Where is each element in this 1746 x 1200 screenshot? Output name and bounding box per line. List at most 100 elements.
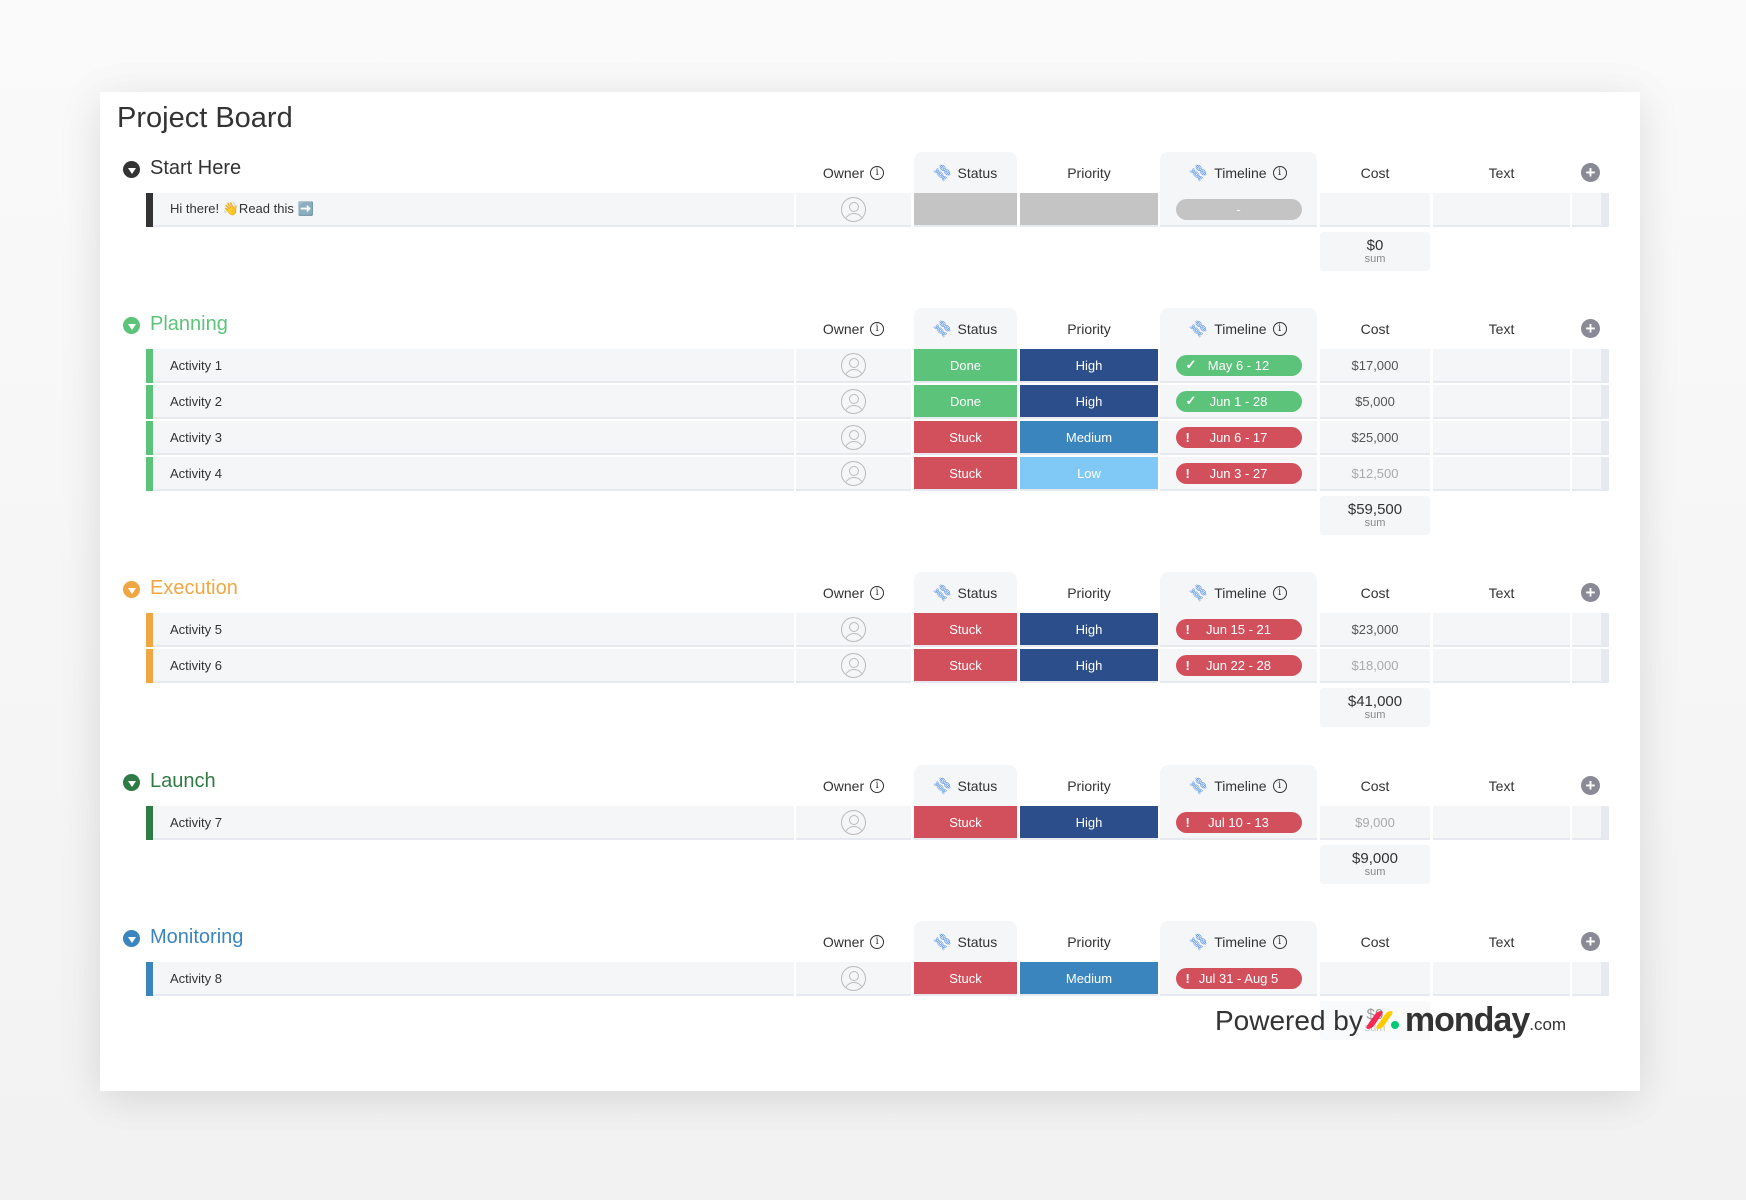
avatar-placeholder-icon[interactable] bbox=[841, 460, 866, 486]
column-header-priority[interactable]: Priority bbox=[1020, 572, 1158, 613]
priority-cell[interactable]: Medium bbox=[1020, 421, 1158, 455]
priority-cell[interactable]: High bbox=[1020, 349, 1158, 383]
column-header-owner[interactable]: Owner i bbox=[796, 921, 911, 962]
avatar-placeholder-icon[interactable] bbox=[841, 424, 866, 450]
item-name-cell[interactable]: Activity 7 bbox=[153, 806, 794, 840]
timeline-cell[interactable]: ✓ May 6 - 12 bbox=[1160, 349, 1317, 383]
timeline-pill[interactable]: ! Jul 10 - 13 bbox=[1175, 811, 1302, 833]
text-cell[interactable] bbox=[1433, 806, 1570, 840]
column-header-cost[interactable]: Cost bbox=[1320, 572, 1430, 613]
item-name-cell[interactable]: Activity 2 bbox=[153, 385, 794, 419]
collapse-chevron-icon[interactable] bbox=[123, 774, 140, 791]
avatar-placeholder-icon[interactable] bbox=[841, 352, 866, 378]
avatar-placeholder-icon[interactable] bbox=[841, 388, 866, 414]
collapse-chevron-icon[interactable] bbox=[123, 581, 140, 598]
cost-cell[interactable]: $23,000 bbox=[1320, 613, 1430, 647]
priority-cell[interactable] bbox=[1020, 193, 1158, 227]
group-title[interactable]: Start Here bbox=[150, 157, 242, 179]
owner-cell[interactable] bbox=[796, 613, 911, 647]
status-cell[interactable] bbox=[914, 193, 1017, 227]
timeline-cell[interactable]: ! Jun 15 - 21 bbox=[1160, 613, 1317, 647]
item-name-cell[interactable]: Activity 5 bbox=[153, 613, 794, 647]
owner-cell[interactable] bbox=[796, 193, 911, 227]
priority-cell[interactable]: High bbox=[1020, 806, 1158, 840]
info-icon[interactable]: i bbox=[1272, 778, 1287, 793]
owner-cell[interactable] bbox=[796, 349, 911, 383]
item-name-cell[interactable]: Activity 1 bbox=[153, 349, 794, 383]
info-icon[interactable]: i bbox=[870, 165, 885, 180]
info-icon[interactable]: i bbox=[1272, 934, 1287, 949]
cost-cell[interactable]: $18,000 bbox=[1320, 649, 1430, 683]
timeline-cell[interactable]: ! Jul 10 - 13 bbox=[1160, 806, 1317, 840]
timeline-pill[interactable]: - bbox=[1175, 198, 1302, 220]
column-header-text[interactable]: Text bbox=[1433, 572, 1570, 613]
column-header-owner[interactable]: Owner i bbox=[796, 572, 911, 613]
column-header-owner[interactable]: Owner i bbox=[796, 308, 911, 349]
column-header-cost[interactable]: Cost bbox=[1320, 152, 1430, 193]
owner-cell[interactable] bbox=[796, 649, 911, 683]
group-title[interactable]: Launch bbox=[150, 770, 216, 792]
text-cell[interactable] bbox=[1433, 613, 1570, 647]
status-cell[interactable]: Stuck bbox=[914, 457, 1017, 491]
timeline-pill[interactable]: ! Jul 31 - Aug 5 bbox=[1175, 967, 1302, 989]
group-title[interactable]: Monitoring bbox=[150, 926, 244, 948]
cost-cell[interactable]: $17,000 bbox=[1320, 349, 1430, 383]
column-header-cost[interactable]: Cost bbox=[1320, 921, 1430, 962]
timeline-pill[interactable]: ! Jun 15 - 21 bbox=[1175, 618, 1302, 640]
item-name-cell[interactable]: Activity 3 bbox=[153, 421, 794, 455]
cost-cell[interactable] bbox=[1320, 962, 1430, 996]
owner-cell[interactable] bbox=[796, 421, 911, 455]
cost-cell[interactable] bbox=[1320, 193, 1430, 227]
info-icon[interactable]: i bbox=[870, 778, 885, 793]
text-cell[interactable] bbox=[1433, 962, 1570, 996]
avatar-placeholder-icon[interactable] bbox=[841, 809, 866, 835]
cost-cell[interactable]: $9,000 bbox=[1320, 806, 1430, 840]
column-header-text[interactable]: Text bbox=[1433, 921, 1570, 962]
column-header-priority[interactable]: Priority bbox=[1020, 765, 1158, 806]
column-header-priority[interactable]: Priority bbox=[1020, 921, 1158, 962]
timeline-cell[interactable]: ! Jun 22 - 28 bbox=[1160, 649, 1317, 683]
owner-cell[interactable] bbox=[796, 806, 911, 840]
add-column-icon[interactable]: + bbox=[1581, 932, 1600, 951]
column-header-owner[interactable]: Owner i bbox=[796, 152, 911, 193]
text-cell[interactable] bbox=[1433, 421, 1570, 455]
group-title[interactable]: Planning bbox=[150, 313, 228, 335]
cost-cell[interactable]: $5,000 bbox=[1320, 385, 1430, 419]
column-header-owner[interactable]: Owner i bbox=[796, 765, 911, 806]
timeline-pill[interactable]: ✓ Jun 1 - 28 bbox=[1175, 390, 1302, 412]
add-column-icon[interactable]: + bbox=[1581, 319, 1600, 338]
collapse-chevron-icon[interactable] bbox=[123, 317, 140, 334]
priority-cell[interactable]: High bbox=[1020, 649, 1158, 683]
timeline-pill[interactable]: ! Jun 22 - 28 bbox=[1175, 654, 1302, 676]
text-cell[interactable] bbox=[1433, 385, 1570, 419]
text-cell[interactable] bbox=[1433, 193, 1570, 227]
avatar-placeholder-icon[interactable] bbox=[841, 196, 866, 222]
item-name-cell[interactable]: Hi there! 👋Read this ➡️ bbox=[153, 193, 794, 227]
priority-cell[interactable]: Low bbox=[1020, 457, 1158, 491]
avatar-placeholder-icon[interactable] bbox=[841, 652, 866, 678]
item-name-cell[interactable]: Activity 4 bbox=[153, 457, 794, 491]
avatar-placeholder-icon[interactable] bbox=[841, 616, 866, 642]
info-icon[interactable]: i bbox=[870, 934, 885, 949]
item-name-cell[interactable]: Activity 8 bbox=[153, 962, 794, 996]
add-column-icon[interactable]: + bbox=[1581, 776, 1600, 795]
info-icon[interactable]: i bbox=[870, 585, 885, 600]
add-column-icon[interactable]: + bbox=[1581, 163, 1600, 182]
avatar-placeholder-icon[interactable] bbox=[841, 965, 866, 991]
column-header-cost[interactable]: Cost bbox=[1320, 308, 1430, 349]
timeline-cell[interactable]: ! Jul 31 - Aug 5 bbox=[1160, 962, 1317, 996]
info-icon[interactable]: i bbox=[1272, 165, 1287, 180]
column-header-status[interactable]: ⛓ Status bbox=[914, 308, 1017, 349]
column-header-text[interactable]: Text bbox=[1433, 765, 1570, 806]
column-header-timeline[interactable]: ⛓ Timeline i bbox=[1160, 765, 1317, 806]
info-icon[interactable]: i bbox=[1272, 585, 1287, 600]
owner-cell[interactable] bbox=[796, 962, 911, 996]
column-header-timeline[interactable]: ⛓ Timeline i bbox=[1160, 308, 1317, 349]
timeline-pill[interactable]: ✓ May 6 - 12 bbox=[1175, 354, 1302, 376]
column-header-status[interactable]: ⛓ Status bbox=[914, 921, 1017, 962]
status-cell[interactable]: Done bbox=[914, 349, 1017, 383]
column-header-priority[interactable]: Priority bbox=[1020, 308, 1158, 349]
timeline-cell[interactable]: ! Jun 3 - 27 bbox=[1160, 457, 1317, 491]
text-cell[interactable] bbox=[1433, 649, 1570, 683]
collapse-chevron-icon[interactable] bbox=[123, 930, 140, 947]
